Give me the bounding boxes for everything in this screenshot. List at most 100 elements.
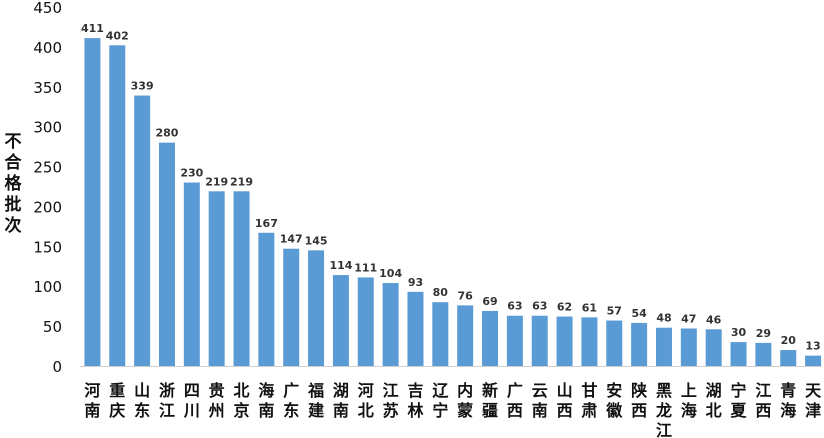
x-tick-label: 云南 [532, 381, 548, 420]
bar [506, 315, 523, 366]
data-label: 13 [805, 340, 820, 353]
x-tick-label: 江西 [755, 381, 771, 420]
x-tick-label: 内蒙 [457, 381, 473, 420]
data-label: 145 [305, 234, 328, 247]
data-label: 62 [557, 301, 572, 314]
bar [805, 355, 822, 366]
data-label: 46 [706, 313, 722, 326]
data-label: 69 [482, 295, 497, 308]
x-tick-label: 广东 [283, 381, 299, 420]
bar [233, 191, 250, 366]
x-tick-label: 安徽 [605, 381, 623, 420]
bar [457, 305, 474, 366]
y-tick-label: 250 [33, 159, 62, 177]
x-tick-label: 山东 [134, 381, 150, 420]
bar [631, 322, 648, 366]
bar [158, 142, 175, 366]
x-tick-label: 宁夏 [730, 381, 748, 420]
x-tick-label: 浙江 [159, 381, 175, 420]
x-tick-label: 吉林 [407, 381, 423, 420]
bar [183, 182, 200, 366]
x-tick-label: 四川 [183, 381, 200, 420]
data-label: 167 [255, 217, 278, 230]
data-label: 111 [354, 261, 377, 274]
bar [283, 248, 300, 366]
data-label: 219 [205, 175, 228, 188]
bar [258, 232, 275, 366]
y-tick-label: 200 [33, 198, 62, 216]
data-label: 114 [329, 259, 352, 272]
bar [705, 329, 722, 366]
bar [655, 327, 672, 366]
data-label: 20 [781, 334, 797, 347]
bar [208, 191, 225, 366]
x-tick-label: 新疆 [482, 381, 498, 420]
bar [308, 250, 325, 366]
y-axis-label: 不合格批次 [2, 132, 24, 237]
data-label: 57 [607, 305, 622, 318]
x-tick-label: 湖北 [706, 381, 722, 420]
data-label: 230 [180, 167, 203, 180]
data-label: 339 [131, 80, 154, 93]
bar [84, 38, 101, 366]
bar [755, 342, 772, 366]
y-tick-label: 150 [33, 238, 62, 256]
bar [482, 310, 499, 366]
data-label: 280 [155, 127, 178, 140]
bar [109, 45, 126, 366]
x-tick-label: 辽宁 [432, 381, 449, 420]
bar [730, 342, 747, 366]
data-label: 54 [631, 307, 647, 320]
data-label: 80 [433, 286, 449, 299]
x-tick-label: 海南 [258, 381, 274, 420]
x-tick-label: 湖南 [333, 381, 349, 420]
bar [581, 317, 598, 366]
y-tick-label: 50 [43, 318, 62, 336]
x-tick-label: 河北 [358, 381, 374, 420]
bar [357, 277, 374, 366]
y-axis-label-char: 批 [4, 195, 22, 215]
x-tick-label: 河南 [84, 381, 100, 420]
y-axis-label-text: 不合格批次 [2, 132, 24, 237]
data-label: 411 [81, 22, 104, 35]
bar [332, 275, 349, 366]
bar [780, 350, 797, 366]
data-label: 29 [756, 327, 771, 340]
x-tick-label: 青海 [780, 381, 796, 420]
data-label: 93 [408, 276, 423, 289]
bar [134, 95, 151, 366]
bar [606, 320, 623, 366]
y-tick-label: 350 [33, 79, 62, 97]
data-label: 63 [507, 300, 522, 313]
y-axis-label-char: 次 [4, 216, 22, 236]
y-tick-label: 400 [33, 39, 62, 57]
x-tick-label: 黑龙江 [655, 381, 672, 438]
y-tick-label: 100 [33, 278, 62, 296]
data-label: 219 [230, 175, 253, 188]
x-tick-label: 甘肃 [581, 381, 597, 420]
y-axis-label-char: 不 [4, 132, 22, 152]
x-tick-label: 重庆 [108, 381, 125, 420]
x-tick-label: 北京 [234, 381, 250, 420]
data-label: 47 [681, 313, 696, 326]
data-label: 76 [458, 289, 474, 302]
bar [432, 302, 449, 366]
x-tick-label: 贵州 [208, 381, 225, 420]
y-tick-label: 300 [33, 119, 62, 137]
data-label: 147 [280, 233, 303, 246]
x-tick-label: 天津 [805, 381, 822, 420]
y-axis-label-char: 合 [4, 153, 22, 173]
data-label: 48 [656, 312, 671, 325]
x-tick-label: 江苏 [383, 381, 399, 420]
data-label: 30 [731, 326, 747, 339]
bar [382, 283, 399, 366]
y-axis-label-char: 格 [4, 174, 22, 194]
y-tick-label: 0 [52, 358, 62, 376]
x-tick-label: 福建 [307, 381, 324, 420]
data-label: 63 [532, 300, 547, 313]
x-tick-label: 山西 [557, 381, 573, 420]
data-label: 61 [582, 301, 597, 314]
data-label: 104 [379, 267, 402, 280]
bar [680, 328, 697, 366]
